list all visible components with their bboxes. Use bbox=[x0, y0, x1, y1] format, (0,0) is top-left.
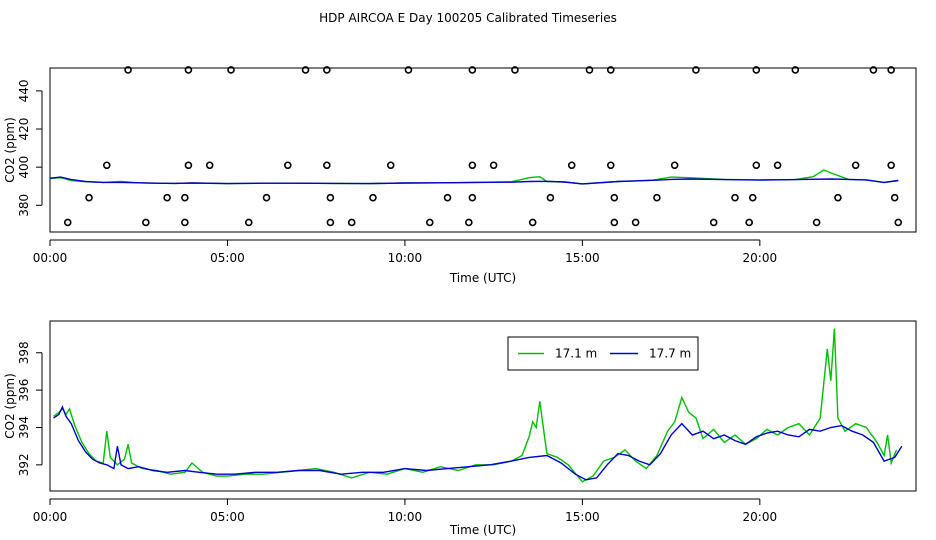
data-marker bbox=[465, 218, 473, 227]
data-marker bbox=[585, 66, 594, 74]
x-tick-label: 20:00 bbox=[743, 510, 778, 524]
data-marker bbox=[894, 218, 903, 227]
data-marker bbox=[606, 66, 615, 74]
data-marker bbox=[468, 161, 477, 170]
x-tick-label: 10:00 bbox=[388, 510, 423, 524]
data-marker bbox=[323, 161, 331, 170]
data-marker bbox=[63, 218, 72, 227]
data-marker bbox=[181, 193, 189, 202]
data-marker bbox=[468, 66, 477, 74]
x-tick-label: 00:00 bbox=[33, 510, 68, 524]
top-panel: 00:00 05:00 10:00 15:00 20:00 Time (UTC) 380 40… bbox=[3, 66, 917, 285]
data-marker bbox=[567, 161, 576, 170]
data-marker bbox=[184, 66, 193, 74]
x-tick-label: 15:00 bbox=[565, 251, 600, 265]
data-marker bbox=[834, 193, 842, 202]
data-marker bbox=[283, 161, 292, 170]
data-marker bbox=[102, 161, 111, 170]
data-marker bbox=[227, 66, 235, 74]
data-marker bbox=[511, 66, 519, 74]
legend-label: 17.1 m bbox=[555, 347, 597, 361]
data-marker bbox=[323, 66, 331, 74]
data-marker bbox=[124, 66, 132, 74]
data-marker bbox=[890, 193, 899, 202]
data-marker bbox=[745, 218, 753, 227]
series-line-green bbox=[53, 328, 898, 483]
data-marker bbox=[326, 218, 335, 227]
data-marker bbox=[528, 218, 537, 227]
x-tick-label: 05:00 bbox=[210, 251, 245, 265]
data-marker bbox=[142, 218, 150, 227]
data-marker bbox=[606, 161, 615, 170]
data-marker bbox=[205, 161, 214, 170]
data-marker bbox=[610, 218, 619, 227]
data-marker bbox=[709, 218, 718, 227]
data-marker bbox=[748, 193, 757, 202]
y-tick-label: 440 bbox=[17, 79, 31, 102]
y-tick-label: 394 bbox=[17, 416, 31, 439]
y-axis-title: CO2 (ppm) bbox=[3, 117, 17, 183]
y-tick-label: 396 bbox=[17, 379, 31, 402]
data-marker bbox=[443, 193, 452, 202]
data-marker bbox=[163, 193, 171, 202]
legend-label: 17.7 m bbox=[649, 347, 691, 361]
data-marker bbox=[731, 193, 739, 202]
data-marker bbox=[184, 161, 193, 170]
series-line-blue bbox=[53, 405, 903, 481]
data-marker bbox=[752, 161, 761, 170]
x-tick-label: 15:00 bbox=[565, 510, 600, 524]
x-tick-label: 20:00 bbox=[743, 251, 778, 265]
data-marker bbox=[773, 161, 782, 170]
data-marker bbox=[670, 161, 679, 170]
data-marker bbox=[181, 218, 189, 227]
data-marker bbox=[887, 161, 895, 170]
data-marker bbox=[386, 161, 395, 170]
x-tick-label: 00:00 bbox=[33, 251, 68, 265]
bottom-panel: 00:00 05:00 10:00 15:00 20:00 Time (UTC) 392 39… bbox=[3, 320, 917, 537]
data-marker bbox=[869, 66, 878, 74]
data-marker bbox=[692, 66, 700, 74]
data-marker bbox=[546, 193, 555, 202]
data-marker bbox=[85, 193, 93, 202]
data-marker bbox=[812, 218, 821, 227]
y-tick-label: 392 bbox=[17, 453, 31, 476]
data-marker bbox=[301, 66, 310, 74]
y-tick-label: 400 bbox=[17, 156, 31, 179]
data-marker bbox=[752, 66, 761, 74]
data-marker bbox=[468, 193, 477, 202]
data-marker bbox=[631, 218, 640, 227]
chart-title: HDP AIRCOA E Day 100205 Calibrated Times… bbox=[319, 11, 617, 25]
data-marker bbox=[425, 218, 434, 227]
y-tick-label: 398 bbox=[17, 341, 31, 364]
plot-frame bbox=[49, 320, 917, 492]
data-marker bbox=[851, 161, 860, 170]
data-marker bbox=[244, 218, 253, 227]
data-marker bbox=[653, 193, 661, 202]
y-tick-label: 420 bbox=[17, 118, 31, 141]
data-marker bbox=[489, 161, 498, 170]
y-tick-label: 380 bbox=[17, 194, 31, 217]
data-marker bbox=[326, 193, 335, 202]
legend: 17.1 m 17.7 m bbox=[507, 336, 699, 371]
data-marker bbox=[347, 218, 356, 227]
x-tick-label: 10:00 bbox=[388, 251, 423, 265]
x-axis-title: Time (UTC) bbox=[449, 271, 516, 285]
series-line-blue bbox=[49, 176, 899, 185]
plot-frame bbox=[49, 67, 917, 233]
data-marker bbox=[262, 193, 271, 202]
data-marker bbox=[610, 193, 619, 202]
x-axis-title: Time (UTC) bbox=[449, 523, 516, 537]
x-tick-label: 05:00 bbox=[210, 510, 245, 524]
y-axis-title: CO2 (ppm) bbox=[3, 373, 17, 439]
data-marker bbox=[369, 193, 377, 202]
data-marker bbox=[404, 66, 413, 74]
data-marker bbox=[887, 66, 895, 74]
data-marker bbox=[791, 66, 800, 74]
